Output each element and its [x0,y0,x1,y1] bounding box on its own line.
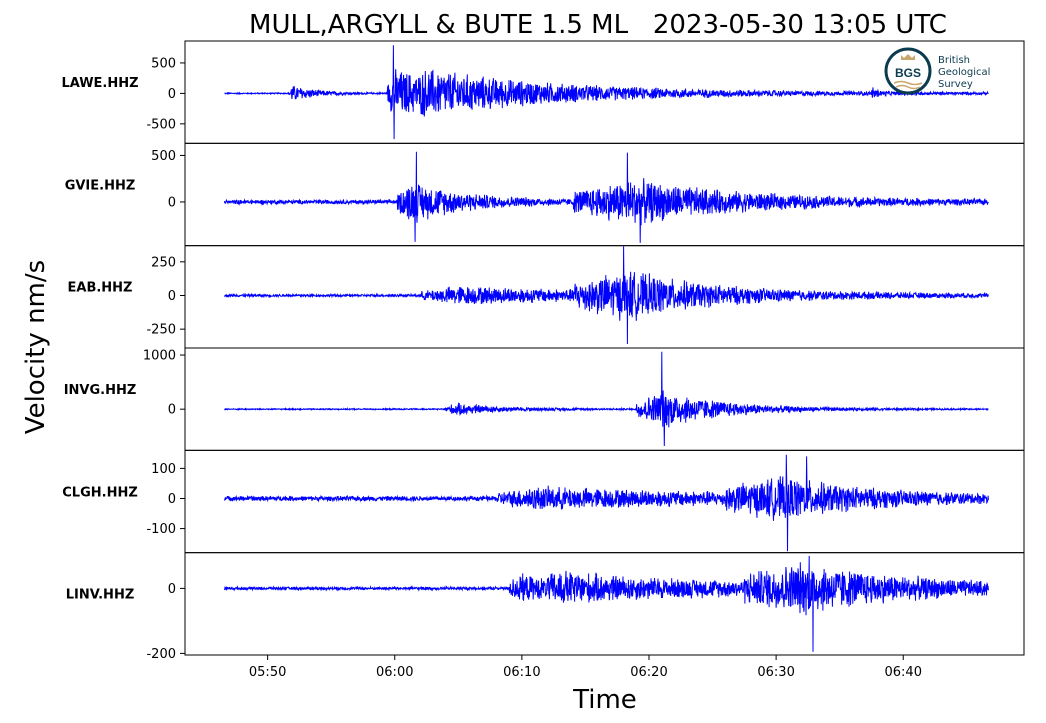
y-tick-label: -250 [146,323,176,338]
chart-title: MULL,ARGYLL & BUTE 1.5 ML 2023-05-30 13:… [249,10,947,40]
y-tick-label: 500 [151,56,176,71]
x-tick-label: 06:40 [885,665,922,680]
x-axis-label: Time [572,685,637,715]
station-label: GVIE.HHZ [65,178,136,193]
bgs-logo: BGS British Geological Survey [884,47,990,95]
panel-linv-hhz: 0 -200 LINV.HHZ [66,552,1025,662]
panels-group: 500 0 -500 LAWE.HHZ 500 0 GVIE.HHZ 250 0 -250 EAB.… [61,40,1025,662]
waveform-invg-hhz [224,351,989,447]
station-label: EAB.HHZ [68,281,133,296]
x-tick-label: 06:30 [757,665,794,680]
y-tick-label: 0 [168,492,176,507]
logo-line-geological: Geological [938,67,990,78]
logo-bgs-text: BGS [895,66,921,80]
panel-invg-hhz: 1000 0 INVG.HHZ [64,347,1025,451]
waveform-clgh-hhz [223,454,989,552]
x-tick-label: 06:00 [376,665,413,680]
panel-frame [184,552,1025,656]
panel-lawe-hhz: 500 0 -500 LAWE.HHZ [61,40,1025,144]
x-tick-label: 06:20 [630,665,667,680]
y-axis-label: Velocity nm/s [21,260,51,434]
y-tick-label: 1000 [143,349,176,364]
waveform-lawe-hhz [224,45,989,140]
logo-waves [893,80,923,90]
y-tick-label: 100 [151,462,176,477]
y-tick-label: 0 [168,289,176,304]
y-tick-label: -100 [146,522,176,537]
logo-line-british: British [938,55,970,66]
y-tick-label: -500 [146,117,176,132]
station-label: INVG.HHZ [64,383,137,398]
station-label: LAWE.HHZ [61,76,138,91]
panel-clgh-hhz: 100 0 -100 CLGH.HHZ [62,449,1025,554]
panel-eab-hhz: 250 0 -250 EAB.HHZ [68,245,1025,349]
waveform-eab-hhz [223,246,989,345]
x-tick-label: 06:10 [503,665,540,680]
y-tick-label: 0 [168,403,176,418]
station-label: LINV.HHZ [66,588,135,603]
y-tick-label: 0 [168,87,176,102]
y-tick-label: 0 [168,195,176,210]
x-axis: 05:50 06:00 06:10 06:20 06:30 06:40 [249,655,922,680]
logo-line-survey: Survey [938,79,973,90]
waveform-linv-hhz [223,555,989,652]
y-tick-label: 500 [151,149,176,164]
x-tick-label: 05:50 [249,665,286,680]
y-tick-label: 0 [168,582,176,597]
logo-crown-icon [901,54,915,60]
panel-gvie-hhz: 500 0 GVIE.HHZ [65,142,1025,247]
station-label: CLGH.HHZ [62,485,138,500]
panel-frame [184,347,1025,451]
y-tick-label: -200 [146,647,176,662]
y-tick-label: 250 [151,255,176,270]
waveform-gvie-hhz [223,151,989,243]
